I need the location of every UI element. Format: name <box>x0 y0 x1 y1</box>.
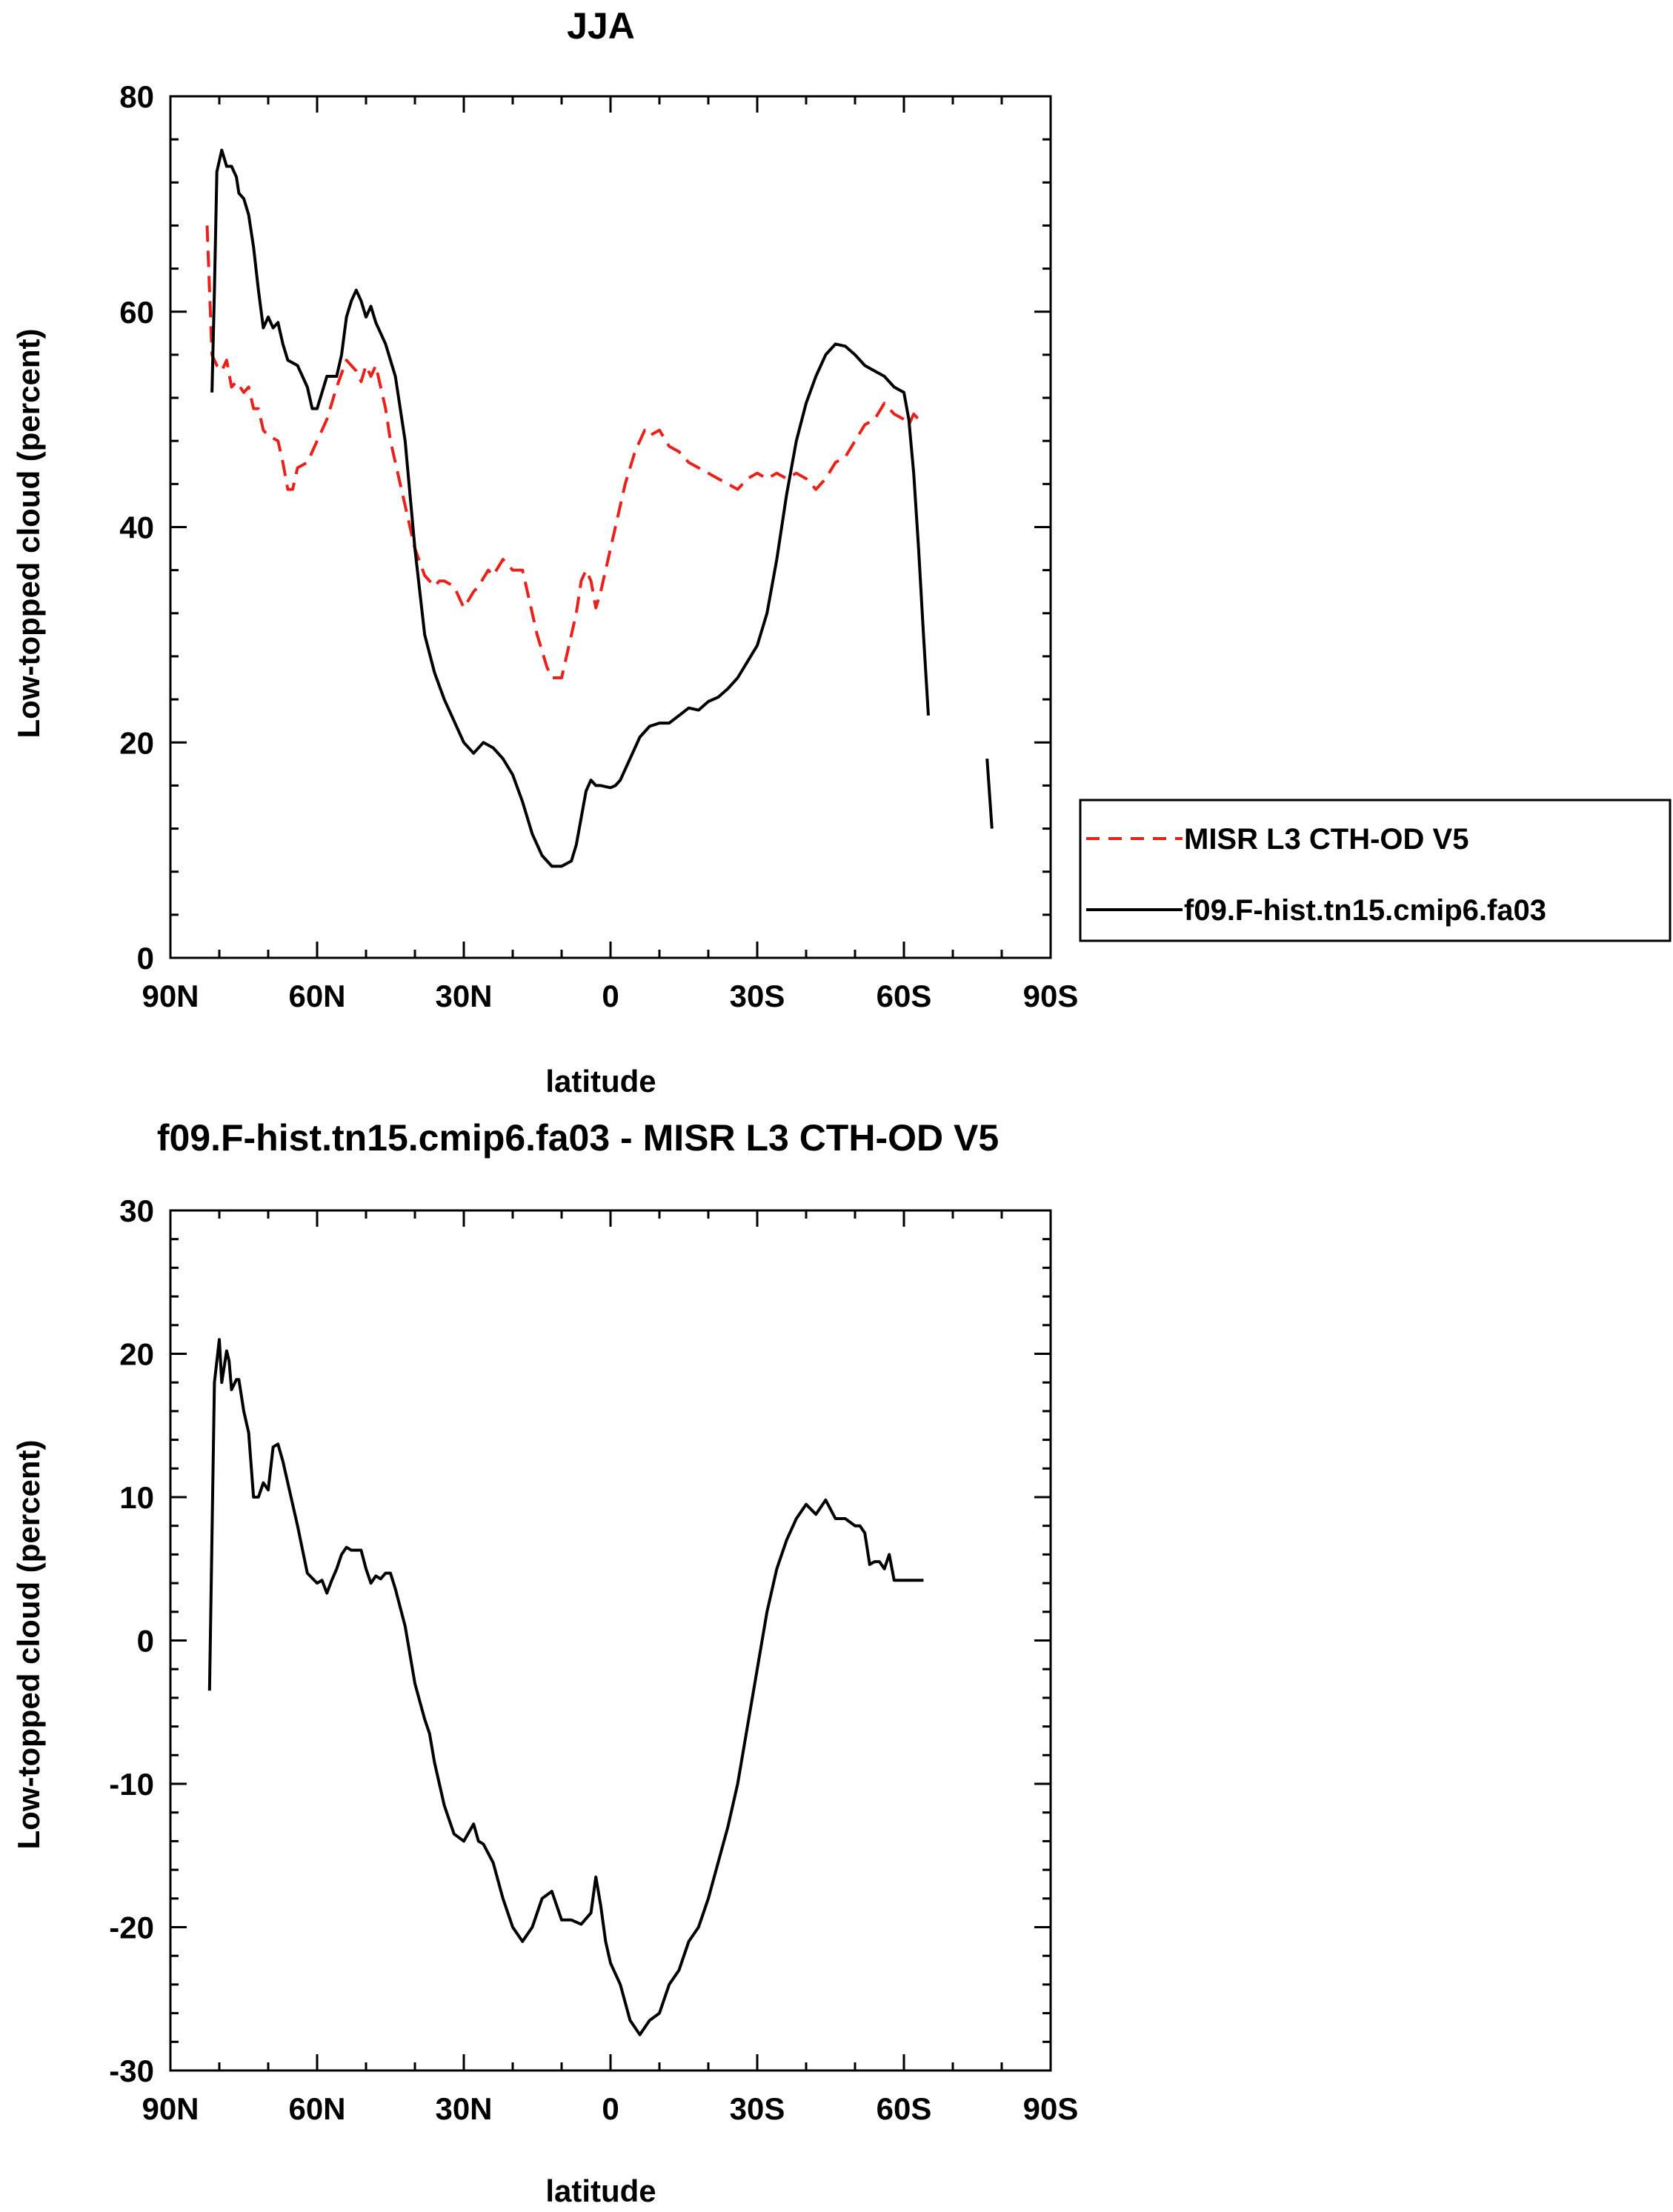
top-chart-title: JJA <box>567 5 635 47</box>
series-line-model-segment-1 <box>985 758 994 829</box>
legend: MISR L3 CTH-OD V5 f09.F-hist.tn15.cmip6.… <box>1079 799 1672 942</box>
legend-box <box>1079 799 1672 942</box>
x-tick-label: 90N <box>142 979 199 1013</box>
bottom-axes: 90N 60N 30N 0 30S 60S 90S -30 -20 -10 0 10 20 30 <box>109 1193 1078 2126</box>
x-tick-label: 60N <box>288 2091 345 2126</box>
series-line-model <box>210 148 930 868</box>
y-tick-label: 80 <box>119 79 154 114</box>
y-tick-label: 60 <box>119 295 154 330</box>
difference-line <box>207 1338 924 2036</box>
y-tick-label: -30 <box>109 2053 154 2088</box>
legend-label-misr: MISR L3 CTH-OD V5 <box>1184 823 1469 856</box>
top-axes: 90N 60N 30N 0 30S 60S 90S 0 20 40 60 80 <box>119 79 1078 1013</box>
y-tick-label: 20 <box>119 1337 154 1372</box>
x-tick-label: 0 <box>602 2091 619 2126</box>
x-tick-label: 90S <box>1023 979 1079 1013</box>
bottom-series <box>207 1338 924 2036</box>
bottom-x-axis-label: latitude <box>545 2173 656 2208</box>
y-tick-label: -20 <box>109 1910 154 1945</box>
y-tick-label: 30 <box>119 1193 154 1228</box>
plot-frame <box>169 1209 1052 2072</box>
bottom-chart-title: f09.F-hist.tn15.cmip6.fa03 - MISR L3 CTH… <box>157 1117 999 1159</box>
x-tick-label: 60S <box>877 979 932 1013</box>
top-series <box>205 148 994 868</box>
y-tick-label: -10 <box>109 1767 154 1802</box>
x-tick-label: 30N <box>435 2091 492 2126</box>
bottom-panel: f09.F-hist.tn15.cmip6.fa03 - MISR L3 CTH… <box>11 1117 1078 2208</box>
x-tick-label: 30S <box>730 2091 785 2126</box>
x-tick-label: 30N <box>435 979 492 1013</box>
top-x-axis-label: latitude <box>545 1064 656 1099</box>
legend-label-model: f09.F-hist.tn15.cmip6.fa03 <box>1184 894 1546 927</box>
y-tick-label: 10 <box>119 1480 154 1515</box>
top-panel: JJA 90N 60N 30N 0 30S 60S 90S 0 20 40 60 80 latitud… <box>11 5 1078 1099</box>
y-tick-label: 0 <box>137 1624 154 1659</box>
x-tick-label: 90N <box>142 2091 199 2126</box>
x-tick-label: 60N <box>288 979 345 1013</box>
series-line-misr <box>205 225 924 679</box>
top-y-axis-label: Low-topped cloud (percent) <box>11 329 46 739</box>
y-tick-label: 40 <box>119 510 154 545</box>
x-tick-label: 60S <box>877 2091 932 2126</box>
y-tick-label: 20 <box>119 725 154 760</box>
x-tick-label: 30S <box>730 979 785 1013</box>
x-tick-label: 0 <box>602 979 619 1013</box>
y-tick-label: 0 <box>137 941 154 976</box>
bottom-y-axis-label: Low-topped cloud (percent) <box>11 1440 46 1850</box>
x-tick-label: 90S <box>1023 2091 1079 2126</box>
